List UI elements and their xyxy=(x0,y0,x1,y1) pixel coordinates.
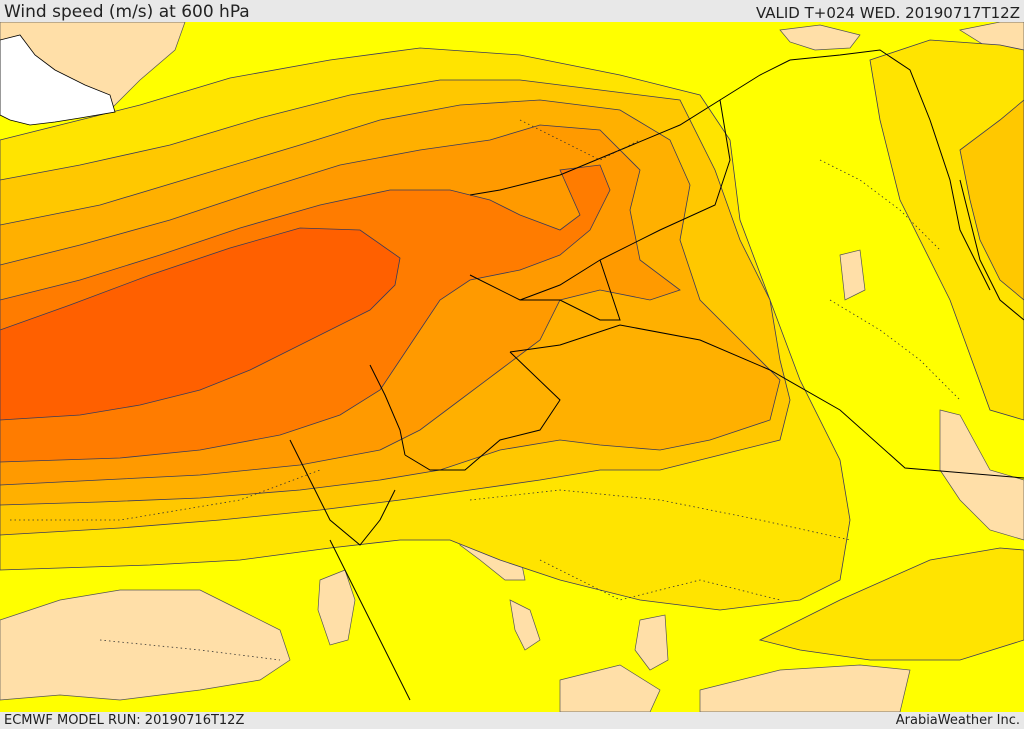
border-egypt-israel xyxy=(369,364,406,456)
low-wind-area-gulf xyxy=(939,409,1024,541)
model-run: ECMWF MODEL RUN: 20190716T12Z xyxy=(4,713,245,728)
low-wind-area-east xyxy=(839,249,866,301)
low-wind-area-ne xyxy=(779,24,861,51)
low-wind-area-sw-egypt xyxy=(0,589,291,701)
valid-time: VALID T+024 WED. 20190717T12Z xyxy=(755,4,1020,22)
dotted-boundary-6 xyxy=(99,639,281,661)
border-turkey-syria xyxy=(469,59,791,196)
map-footer: ECMWF MODEL RUN: 20190716T12Z ArabiaWeat… xyxy=(0,712,1024,729)
map-canvas xyxy=(0,22,1024,712)
low-wind-area-red-sea-coast xyxy=(509,599,541,651)
border-gulf-coast xyxy=(959,179,1024,321)
map-header: Wind speed (m/s) at 600 hPa VALID T+024 … xyxy=(0,0,1024,22)
border-syria-iraq xyxy=(519,99,731,301)
border-saudi-north xyxy=(509,324,1024,479)
low-wind-area-se xyxy=(699,664,911,712)
border-red-sea-coast xyxy=(289,439,396,546)
dotted-boundary-1 xyxy=(10,469,321,521)
border-jordan xyxy=(469,259,621,321)
contour-band-2-east xyxy=(959,99,1024,301)
wind-speed-map xyxy=(0,22,1024,712)
dotted-boundaries xyxy=(10,119,961,661)
credit-label: ArabiaWeather Inc. xyxy=(895,713,1020,728)
low-wind-area-arabia-center xyxy=(634,614,669,671)
borders xyxy=(289,49,1024,701)
dotted-boundary-3 xyxy=(539,559,781,601)
aegean-sea xyxy=(0,34,116,126)
water-bodies xyxy=(0,34,116,126)
contour-band-1-se xyxy=(758,547,1024,661)
contour-band-6 xyxy=(0,227,401,421)
wind-contours xyxy=(0,39,1024,661)
low-wind-area-s-arabia xyxy=(559,664,661,712)
border-red-sea-west xyxy=(329,539,411,701)
border-saudi-jordan xyxy=(404,351,561,471)
map-title: Wind speed (m/s) at 600 hPa xyxy=(4,2,250,22)
border-iraq-iran xyxy=(789,49,991,291)
